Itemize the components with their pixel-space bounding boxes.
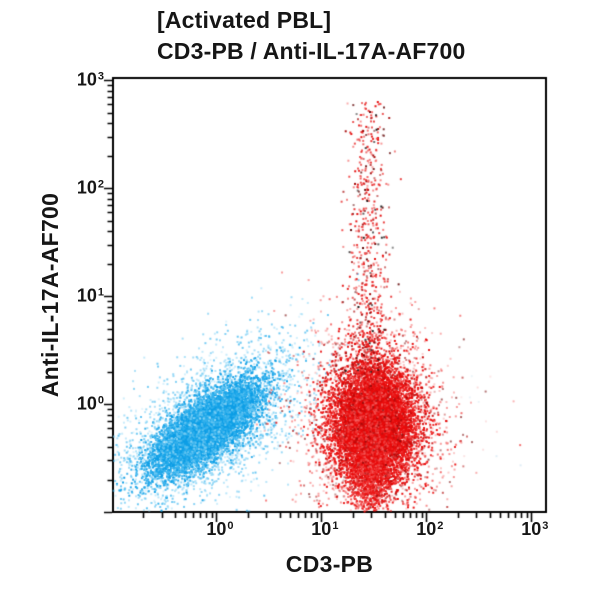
y-tick-label-10e1: 101 — [76, 285, 104, 306]
x-tick-label-10e2: 102 — [416, 519, 444, 539]
chart-title: [Activated PBL] CD3-PB / Anti-IL-17A-AF7… — [157, 5, 466, 67]
x-tick-label-10e1: 101 — [311, 519, 339, 539]
y-tick-label-10e0: 100 — [76, 393, 104, 414]
y-axis-label: Anti-IL-17A-AF700 — [37, 192, 63, 398]
y-tick-label-10e3: 103 — [76, 69, 104, 90]
chart-title-line2: CD3-PB / Anti-IL-17A-AF700 — [157, 38, 466, 64]
x-tick-label-10e3: 103 — [521, 519, 549, 539]
chart-title-line1: [Activated PBL] — [157, 7, 332, 33]
x-axis-label: CD3-PB — [285, 551, 374, 577]
x-tick-label-10e0: 100 — [206, 519, 234, 539]
plot-area — [113, 78, 546, 512]
y-tick-label-10e2: 102 — [76, 177, 104, 198]
